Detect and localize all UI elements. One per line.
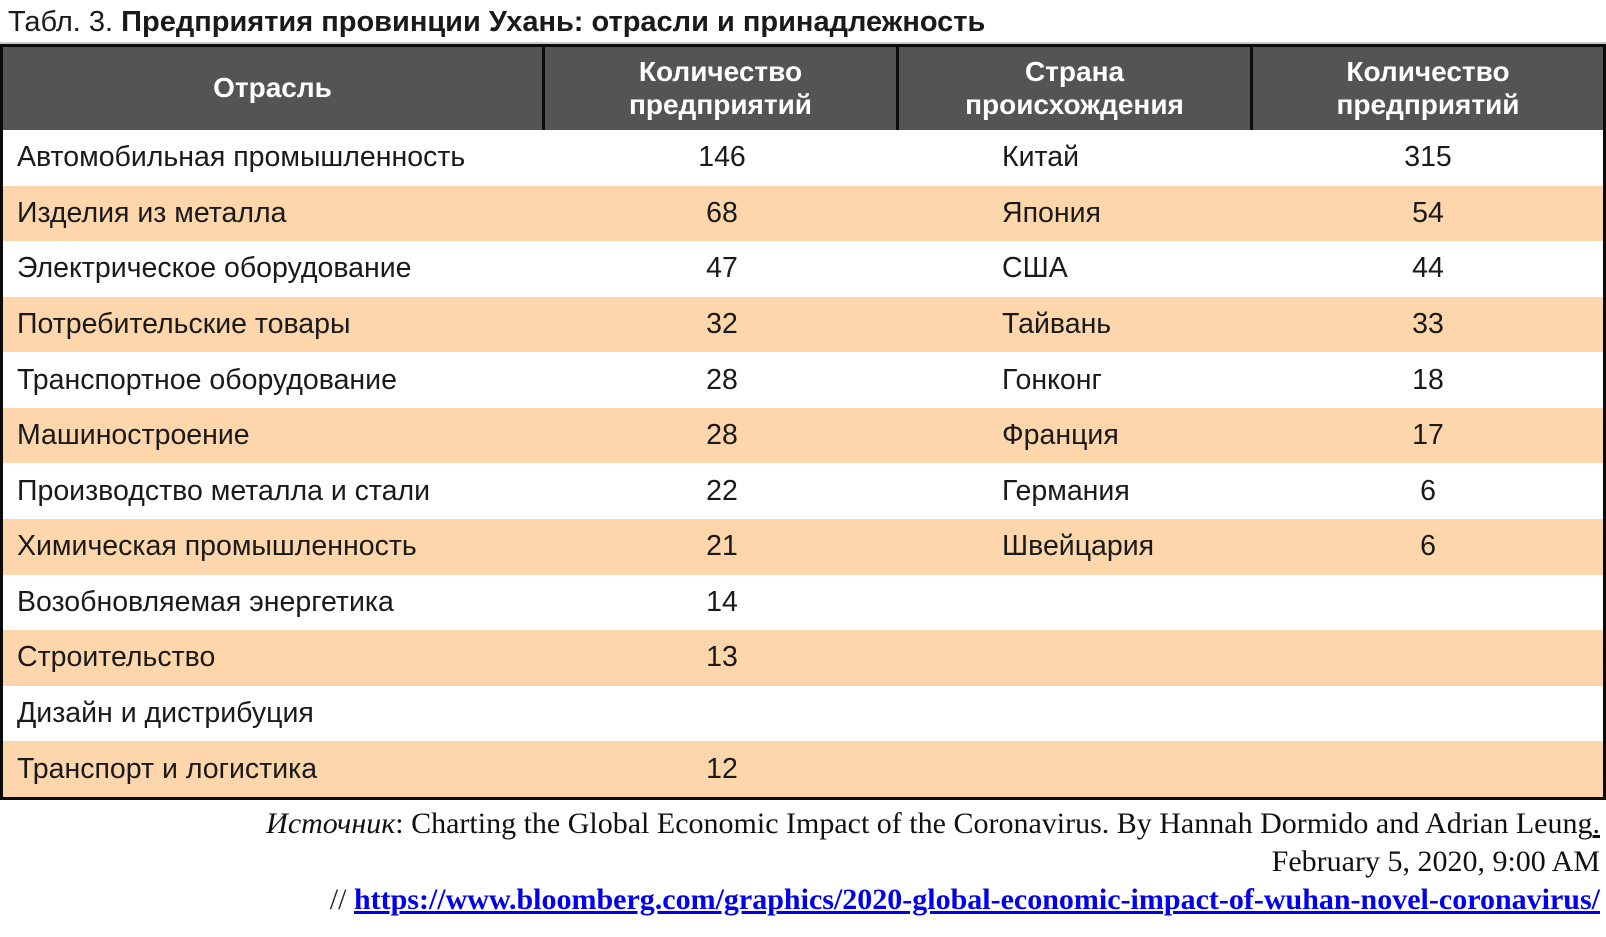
- source-tail: .: [1592, 806, 1601, 840]
- industry-count-cell: 47: [706, 252, 738, 285]
- industry-count-cell: 32: [706, 308, 738, 341]
- header-country: Страна происхождения: [899, 47, 1253, 130]
- industry-count-cell: 21: [706, 530, 738, 563]
- table-number-label: Табл. 3.: [8, 6, 122, 38]
- header-industry: Отрасль: [3, 47, 545, 130]
- table-row: Строительство 13: [3, 630, 1603, 686]
- industry-count-cell: 22: [706, 474, 738, 507]
- industry-count-cell: 28: [706, 419, 738, 452]
- date-line: February 5, 2020, 9:00 AM: [1271, 845, 1600, 879]
- table-row: Химическая промышленность 21 Швейцария 6: [3, 519, 1603, 575]
- industry-cell: Автомобильная промышленность: [17, 141, 466, 174]
- country-count-cell: 44: [1412, 252, 1444, 285]
- country-cell: Тайвань: [1002, 308, 1112, 341]
- table-row: Транспорт и логистика 12: [3, 741, 1603, 797]
- url-line: // https://www.bloomberg.com/graphics/20…: [0, 881, 1600, 919]
- page-title: Табл. 3. Предприятия провинции Ухань: от…: [0, 0, 1606, 42]
- url-prefix: //: [329, 883, 354, 917]
- title-divider: [0, 42, 1606, 44]
- country-cell: Швейцария: [1002, 530, 1155, 563]
- table-row: Транспортное оборудование 28 Гонконг 18: [3, 352, 1603, 408]
- industry-count-cell: 28: [706, 363, 738, 396]
- source-label: Источник: [266, 806, 396, 840]
- header-industry-count: Количество предприятий: [545, 47, 899, 130]
- country-count-cell: 17: [1412, 419, 1444, 452]
- source-footer: Источник: Charting the Global Economic I…: [0, 800, 1606, 919]
- country-count-cell: 18: [1412, 363, 1444, 396]
- industry-cell: Возобновляемая энергетика: [17, 585, 394, 618]
- table-body: Автомобильная промышленность 146 Китай 3…: [3, 130, 1603, 797]
- source-line: Источник: Charting the Global Economic I…: [0, 805, 1600, 843]
- table-header-row: Отрасль Количество предприятий Страна пр…: [3, 47, 1603, 130]
- industry-cell: Строительство: [17, 641, 216, 674]
- table-row: Машиностроение 28 Франция 17: [3, 407, 1603, 464]
- industry-cell: Потребительские товары: [17, 308, 351, 341]
- country-cell: Япония: [1002, 196, 1101, 229]
- industry-cell: Транспортное оборудование: [17, 363, 397, 396]
- industry-count-cell: 13: [706, 641, 738, 674]
- table-row: Электрическое оборудование 47 США 44: [3, 241, 1603, 297]
- country-count-cell: 6: [1420, 530, 1436, 563]
- country-count-cell: 6: [1420, 474, 1436, 507]
- table-row: Возобновляемая энергетика 14: [3, 574, 1603, 631]
- header-country-count: Количество предприятий: [1253, 47, 1603, 130]
- country-count-cell: 33: [1412, 308, 1444, 341]
- country-cell: Германия: [1002, 474, 1130, 507]
- country-count-cell: 315: [1404, 141, 1452, 174]
- country-cell: США: [1002, 252, 1068, 285]
- industry-cell: Производство металла и стали: [17, 474, 431, 507]
- table-title-text: Предприятия провинции Ухань: отрасли и п…: [121, 6, 986, 38]
- country-count-cell: 54: [1412, 196, 1444, 229]
- country-cell: Китай: [1002, 141, 1080, 174]
- industry-cell: Химическая промышленность: [17, 530, 417, 563]
- table-row: Потребительские товары 32 Тайвань 33: [3, 296, 1603, 353]
- source-text: : Charting the Global Economic Impact of…: [395, 806, 1593, 840]
- enterprises-table: Отрасль Количество предприятий Страна пр…: [0, 44, 1606, 800]
- table-row: Автомобильная промышленность 146 Китай 3…: [3, 130, 1603, 186]
- industry-count-cell: 14: [706, 585, 738, 618]
- country-cell: Франция: [1002, 419, 1119, 452]
- industry-cell: Электрическое оборудование: [17, 252, 412, 285]
- industry-cell: Изделия из металла: [17, 196, 287, 229]
- industry-count-cell: 12: [706, 752, 738, 785]
- table-row: Производство металла и стали 22 Германия…: [3, 463, 1603, 520]
- country-cell: Гонконг: [1002, 363, 1102, 396]
- industry-cell: Транспорт и логистика: [17, 752, 318, 785]
- industry-cell: Дизайн и дистрибуция: [17, 697, 314, 730]
- table-row: Изделия из металла 68 Япония 54: [3, 185, 1603, 242]
- bloomberg-link[interactable]: https://www.bloomberg.com/graphics/2020-…: [353, 883, 1600, 917]
- industry-count-cell: 146: [698, 141, 746, 174]
- industry-count-cell: 68: [706, 196, 738, 229]
- table-row: Дизайн и дистрибуция: [3, 685, 1603, 742]
- industry-cell: Машиностроение: [17, 419, 250, 452]
